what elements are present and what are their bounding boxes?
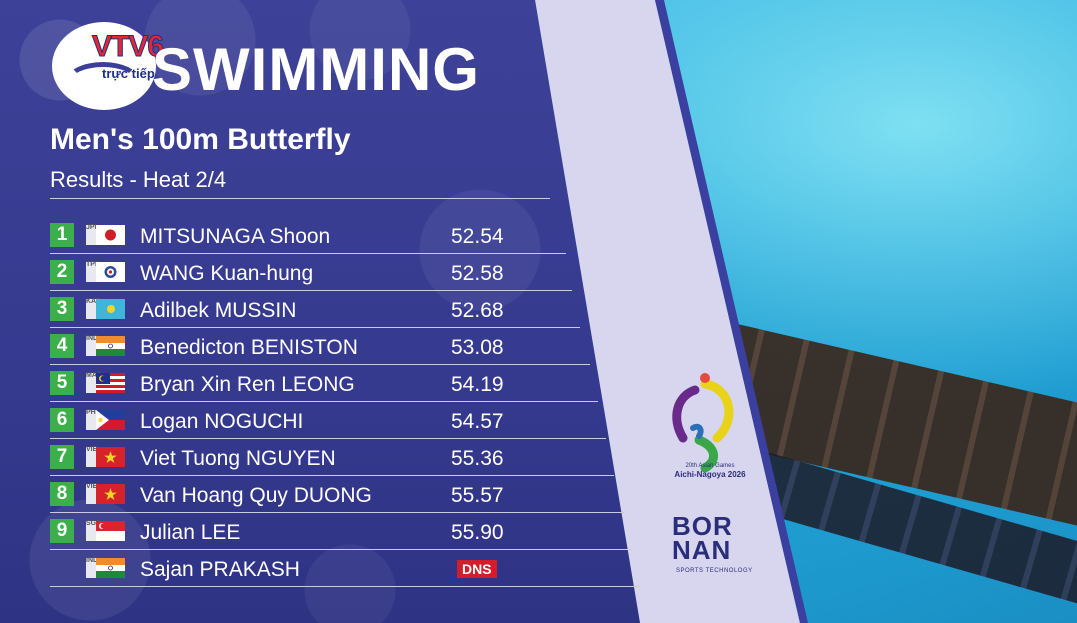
india-flag-icon [96, 558, 125, 578]
rank-badge: 1 [50, 223, 74, 247]
result-time: 55.36 [451, 447, 504, 470]
result-row: 1 JPN MITSUNAGA Shoon 52.54 [50, 218, 566, 254]
athlete-name: Viet Tuong NGUYEN [140, 447, 336, 470]
rank-badge: 8 [50, 482, 74, 506]
row-divider [50, 327, 580, 328]
rank-badge: 7 [50, 445, 74, 469]
rank-badge: 5 [50, 371, 74, 395]
row-divider [50, 290, 572, 291]
athlete-name: Benedicton BENISTON [140, 336, 358, 359]
row-divider [50, 364, 590, 365]
event-title: Men's 100m Butterfly [50, 123, 351, 156]
rank-badge: 9 [50, 519, 74, 543]
rank-badge: 2 [50, 260, 74, 284]
logo-subtext: trực tiếp [102, 66, 155, 81]
result-time: 54.19 [451, 373, 504, 396]
athlete-name: Logan NOGUCHI [140, 410, 304, 433]
rank-badge: 4 [50, 334, 74, 358]
row-divider [50, 586, 640, 587]
row-divider [50, 438, 606, 439]
athlete-name: Adilbek MUSSIN [140, 299, 297, 322]
philippines-flag-icon [96, 410, 125, 430]
header-divider [50, 198, 550, 199]
result-row: 7 VIE Viet Tuong NGUYEN 55.36 [50, 440, 614, 476]
asian-games-caption: 20th Asian Games Aichi-Nagoya 2026 [665, 462, 755, 480]
noc-code: IND [86, 557, 98, 578]
noc-code: SGP [86, 520, 101, 541]
result-time: 55.57 [451, 484, 504, 507]
noc-code: MAS [86, 372, 102, 393]
singapore-flag-icon [96, 521, 125, 541]
japan-flag-icon [96, 225, 125, 245]
noc-code: JPN [86, 224, 100, 245]
noc-code: IND [86, 335, 98, 356]
rank-badge: 3 [50, 297, 74, 321]
result-time: 53.08 [451, 336, 504, 359]
athlete-name: WANG Kuan-hung [140, 262, 314, 285]
result-time: 52.54 [451, 225, 504, 248]
result-row: 3 KAZ Adilbek MUSSIN 52.68 [50, 292, 580, 328]
row-divider [50, 475, 614, 476]
vietnam-flag-icon [96, 484, 125, 504]
kazakhstan-flag-icon [96, 299, 125, 319]
noc-code: VIE [86, 446, 97, 467]
bornan-line2: NAN [672, 535, 732, 565]
result-row: IND Sajan PRAKASH DNS [50, 551, 640, 587]
noc-code: KAZ [86, 298, 100, 319]
noc-code: PHI [86, 409, 98, 430]
row-divider [50, 253, 566, 254]
result-row: 6 PHI Logan NOGUCHI 54.57 [50, 403, 606, 439]
games-line1: 20th Asian Games [685, 463, 735, 469]
result-row: 8 VIE Van Hoang Quy DUONG 55.57 [50, 477, 624, 513]
result-time: 52.68 [451, 299, 504, 322]
athlete-name: Van Hoang Quy DUONG [140, 484, 372, 507]
row-divider [50, 512, 624, 513]
noc-code: VIE [86, 483, 97, 504]
athlete-name: Sajan PRAKASH [140, 558, 300, 581]
athlete-name: MITSUNAGA Shoon [140, 225, 331, 248]
india-flag-icon [96, 336, 125, 356]
row-divider [50, 401, 598, 402]
athlete-name: Julian LEE [140, 521, 241, 544]
result-time: 54.57 [451, 410, 504, 433]
rank-badge: 6 [50, 408, 74, 432]
bornan-logo: BOR NAN [672, 511, 733, 565]
result-time: 52.58 [451, 262, 504, 285]
swimmer-icon [66, 62, 140, 100]
athlete-name: Bryan Xin Ren LEONG [140, 373, 355, 396]
result-row: 5 MAS Bryan Xin Ren LEONG 54.19 [50, 366, 598, 402]
logo-text: VTV6 [91, 30, 164, 64]
status-badge: DNS [457, 560, 497, 578]
bornan-line1: BOR [672, 511, 733, 541]
noc-code: TPE [86, 261, 100, 282]
result-time: 55.90 [451, 521, 504, 544]
vietnam-flag-icon [96, 447, 125, 467]
result-row: 9 SGP Julian LEE 55.90 [50, 514, 632, 550]
bornan-subtitle: SPORTS TECHNOLOGY [676, 568, 753, 574]
chinese-taipei-flag-icon [96, 262, 125, 282]
result-row: 2 TPE WANG Kuan-hung 52.58 [50, 255, 572, 291]
broadcaster-logo: VTV6 trực tiếp [52, 22, 172, 110]
malaysia-flag-icon [96, 373, 125, 393]
asian-games-logo [672, 373, 734, 473]
result-row: 4 IND Benedicton BENISTON 53.08 [50, 329, 590, 365]
row-divider [50, 549, 632, 550]
sport-title: SWIMMING [152, 36, 480, 103]
results-subtitle: Results - Heat 2/4 [50, 167, 227, 192]
games-line2: Aichi-Nagoya 2026 [674, 470, 746, 479]
